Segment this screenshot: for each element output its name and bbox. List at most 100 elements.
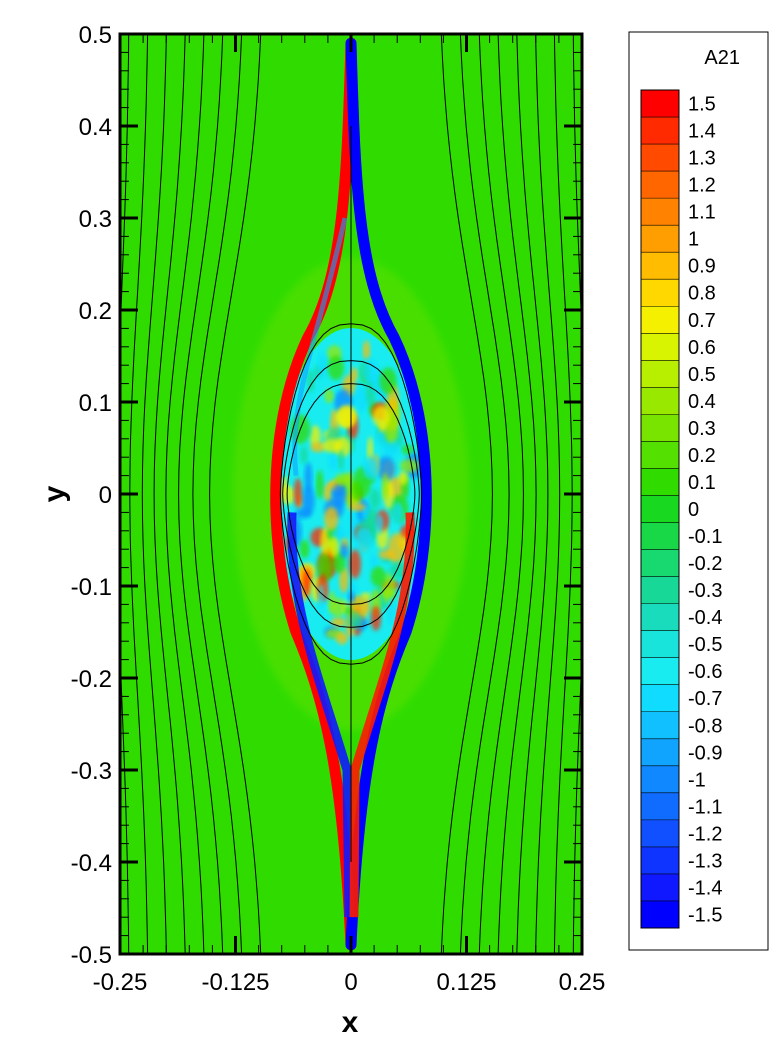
inner-blob bbox=[302, 485, 315, 517]
legend-label: -0.1 bbox=[688, 526, 722, 548]
inner-blob bbox=[332, 482, 347, 508]
streamline bbox=[165, 34, 205, 954]
streamline bbox=[459, 34, 510, 954]
legend-label: -0.2 bbox=[688, 553, 722, 575]
legend-label: 1 bbox=[688, 229, 699, 251]
inner-blob bbox=[299, 446, 308, 464]
inner-blob bbox=[304, 462, 313, 492]
current-sheet-left bbox=[270, 37, 357, 951]
inner-blob bbox=[335, 407, 356, 427]
legend-swatch bbox=[641, 630, 679, 659]
legend-swatch bbox=[641, 468, 679, 496]
legend-swatch bbox=[641, 252, 679, 280]
legend-swatch bbox=[641, 684, 679, 713]
legend-swatch bbox=[641, 279, 679, 307]
legend-label: -1.4 bbox=[688, 877, 722, 899]
inner-blob bbox=[340, 543, 349, 559]
legend-label: 0.6 bbox=[688, 337, 716, 359]
legend-swatch bbox=[641, 846, 679, 875]
x-axis-title: x bbox=[342, 1006, 359, 1039]
y-tick-label: 0.1 bbox=[79, 390, 112, 417]
inner-blob bbox=[375, 514, 384, 535]
streamline bbox=[153, 34, 186, 954]
streamline bbox=[120, 34, 130, 954]
legend-label: 1.4 bbox=[688, 121, 716, 143]
inner-blob bbox=[349, 549, 361, 579]
inner-blob bbox=[387, 596, 395, 625]
legend-label: 0.8 bbox=[688, 283, 716, 305]
legend-labels: 1.5 1.4 1.3 1.2 1.1 1 0.9 0.8 0.7 0.6 0.5 0.4 0.3 0.2… bbox=[688, 94, 722, 927]
inner-blob bbox=[310, 442, 326, 453]
legend-label: -0.6 bbox=[688, 661, 722, 683]
streamline bbox=[440, 34, 493, 954]
y-tick-label: -0.5 bbox=[71, 942, 112, 969]
streamline bbox=[192, 34, 243, 954]
plot-area bbox=[120, 34, 582, 954]
legend-swatch bbox=[641, 360, 679, 388]
streamline bbox=[497, 34, 537, 954]
inner-blob bbox=[322, 438, 342, 453]
streamline bbox=[572, 34, 582, 954]
legend-swatch bbox=[641, 603, 679, 632]
legend-swatch bbox=[641, 711, 679, 740]
x-axis: -0.25 -0.125 0 0.125 0.25 bbox=[93, 34, 605, 996]
inner-blob bbox=[401, 444, 414, 455]
inner-blob bbox=[327, 355, 345, 381]
inner-blob bbox=[331, 597, 345, 618]
legend-swatch bbox=[641, 117, 679, 145]
inner-blob bbox=[316, 470, 324, 500]
inner-blob bbox=[335, 632, 349, 645]
legend-swatch bbox=[641, 225, 679, 253]
legend-label: 0.7 bbox=[688, 310, 716, 332]
legend-label: -1.1 bbox=[688, 796, 722, 818]
y-axis-title: y bbox=[38, 485, 71, 502]
legend-label: -0.5 bbox=[688, 634, 722, 656]
inner-blob bbox=[328, 537, 339, 558]
y-tick-label: -0.3 bbox=[71, 758, 112, 785]
inner-blob bbox=[372, 405, 391, 428]
legend-swatch bbox=[641, 576, 679, 605]
inner-blob bbox=[369, 488, 381, 509]
legend-swatch bbox=[641, 792, 679, 821]
inner-blob bbox=[318, 352, 327, 379]
inner-blob bbox=[338, 449, 345, 471]
legend-label: -0.4 bbox=[688, 607, 722, 629]
inner-blob bbox=[350, 480, 363, 502]
inner-blob bbox=[370, 605, 381, 631]
legend-swatch bbox=[641, 441, 679, 469]
inner-blob bbox=[370, 554, 378, 570]
x-tick-label: 0 bbox=[344, 969, 357, 996]
y-tick-label: -0.1 bbox=[71, 574, 112, 601]
legend-swatch bbox=[641, 495, 679, 524]
legend-label: 0.2 bbox=[688, 445, 716, 467]
inner-blob bbox=[362, 598, 370, 614]
inner-blob bbox=[344, 606, 353, 616]
y-tick-label: -0.4 bbox=[71, 850, 112, 877]
closed-contour bbox=[286, 383, 416, 605]
closed-contour bbox=[279, 323, 423, 665]
legend-label: 0.9 bbox=[688, 256, 716, 278]
legend-swatch bbox=[641, 198, 679, 226]
y-tick-label: 0.2 bbox=[79, 298, 112, 325]
inner-blob bbox=[370, 566, 386, 587]
legend-label: 0.1 bbox=[688, 472, 716, 494]
y-tick-label: 0 bbox=[99, 482, 112, 509]
x-tick-label: -0.125 bbox=[201, 969, 269, 996]
streamline bbox=[478, 34, 524, 954]
colorbar-legend: A21 1.5 1.4 1.3 1.2 1.1 1 0.9 0.8 0.7 0.6 0.5 0.4 0.… bbox=[628, 31, 769, 951]
legend-label: -1 bbox=[688, 769, 706, 791]
legend-label: -1.5 bbox=[688, 904, 722, 926]
y-axis: -0.5 -0.4 -0.3 -0.2 -0.1 0 0.1 0.2 0.3 0.4 0.5 bbox=[71, 22, 582, 969]
inner-blob bbox=[299, 539, 310, 559]
legend-label: 1.5 bbox=[688, 94, 716, 116]
inner-blob bbox=[331, 528, 348, 541]
legend-swatch bbox=[641, 819, 679, 848]
x-tick-label: -0.25 bbox=[93, 969, 148, 996]
legend-swatch bbox=[641, 738, 679, 767]
streamline bbox=[535, 34, 561, 954]
inner-blob bbox=[387, 533, 406, 565]
legend-label: -0.7 bbox=[688, 688, 722, 710]
inner-blob bbox=[362, 456, 379, 481]
legend-swatch bbox=[641, 414, 679, 442]
inner-blob bbox=[391, 502, 404, 524]
